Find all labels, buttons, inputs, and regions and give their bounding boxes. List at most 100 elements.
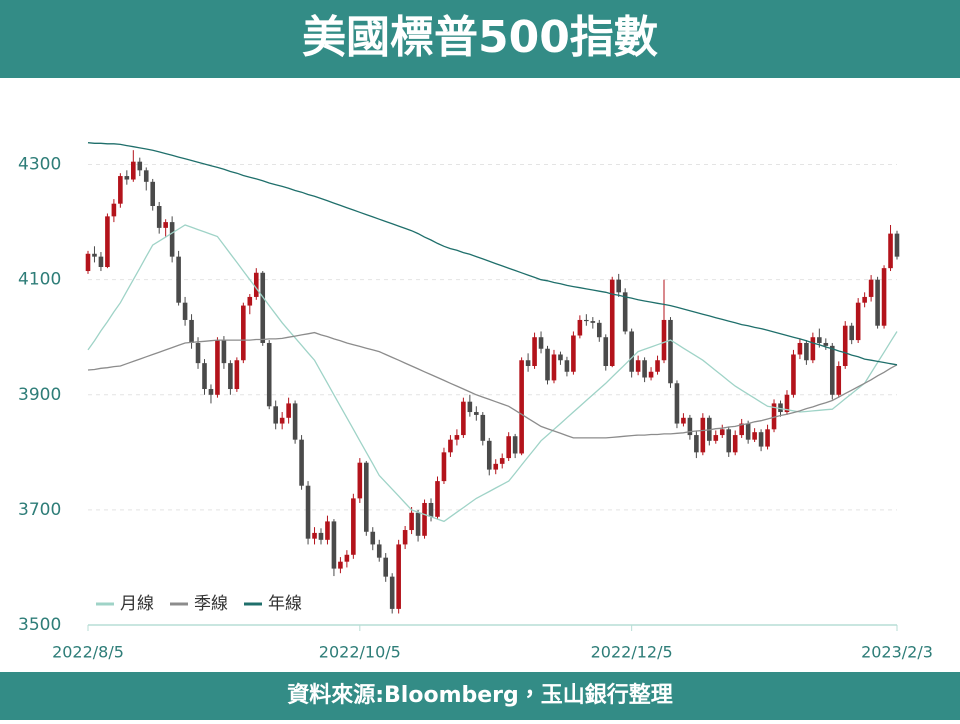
candle-body xyxy=(92,253,97,257)
candle-body xyxy=(351,498,356,555)
candle-body xyxy=(461,401,466,436)
ma-line xyxy=(87,331,898,439)
legend-label: 月線 xyxy=(120,594,154,614)
candle-body xyxy=(266,342,272,407)
candle-body xyxy=(771,403,777,430)
x-tick-label: 2023/2/3 xyxy=(861,643,933,662)
candle-body xyxy=(888,233,893,269)
candle-body xyxy=(202,363,207,390)
candle-body xyxy=(124,176,130,180)
ma-line xyxy=(87,224,898,523)
candle-body xyxy=(584,319,589,322)
candle-body xyxy=(590,321,596,323)
candle-body xyxy=(286,403,291,418)
candle-body xyxy=(428,502,434,517)
candle-body xyxy=(163,222,168,228)
candle-body xyxy=(804,342,809,361)
candle-body xyxy=(525,360,531,366)
candle-body xyxy=(260,272,266,343)
candle-body xyxy=(131,161,136,180)
candle-body xyxy=(571,335,576,372)
candle-body xyxy=(687,417,693,436)
candle-body xyxy=(558,354,563,361)
candle-body xyxy=(208,389,214,395)
candle-body xyxy=(674,383,680,424)
candle-body xyxy=(681,417,686,424)
candle-body xyxy=(648,371,654,378)
candle-body xyxy=(577,319,583,336)
candle-body xyxy=(228,363,233,390)
candle-body xyxy=(765,429,770,447)
candle-body xyxy=(253,272,259,297)
candle-body xyxy=(752,432,757,440)
candle-body xyxy=(474,412,479,415)
candle-body xyxy=(409,512,414,531)
candle-body xyxy=(480,414,486,441)
candle-body xyxy=(363,462,369,532)
candle-body xyxy=(635,360,641,372)
candle-body xyxy=(564,360,570,372)
candle-body xyxy=(629,331,634,372)
candle-body xyxy=(817,337,822,343)
candle-body xyxy=(234,360,240,390)
candle-body xyxy=(519,360,524,454)
x-tick-label: 2022/12/5 xyxy=(591,643,673,662)
candle-body xyxy=(137,161,143,171)
candle-body xyxy=(156,205,162,228)
candle-body xyxy=(402,530,408,545)
candle-body xyxy=(499,458,505,464)
candle-body xyxy=(98,256,104,268)
candle-body xyxy=(829,345,835,395)
candle-body xyxy=(875,279,880,326)
candle-body xyxy=(318,532,324,540)
x-tick-label: 2022/10/5 xyxy=(319,643,401,662)
candle-body xyxy=(862,296,867,303)
candle-body xyxy=(668,319,673,384)
candle-body xyxy=(344,554,350,562)
candle-body xyxy=(791,354,796,395)
y-tick-label: 4100 xyxy=(18,270,61,290)
candle-body xyxy=(758,432,764,447)
candle-body xyxy=(745,423,751,440)
ma-line xyxy=(87,142,898,366)
candle-body xyxy=(383,557,389,577)
y-tick-label: 3900 xyxy=(18,385,61,405)
candle-body xyxy=(726,429,732,453)
candle-body xyxy=(169,222,175,257)
candle-body xyxy=(655,360,660,372)
candle-body xyxy=(512,436,518,454)
candle-body xyxy=(616,279,622,293)
candle-body xyxy=(241,305,246,361)
candle-body xyxy=(118,176,123,204)
y-tick-label: 3500 xyxy=(18,615,61,635)
candle-body xyxy=(881,268,887,326)
chart-title: 美國標普500指數 xyxy=(302,12,658,63)
candle-body xyxy=(299,439,304,486)
candle-body xyxy=(596,322,602,338)
candle-body xyxy=(493,463,499,470)
candle-body xyxy=(396,544,401,609)
candle-body xyxy=(435,481,440,517)
footer-band xyxy=(0,672,960,720)
candle-body xyxy=(247,296,253,306)
candle-body xyxy=(732,435,738,453)
candle-body xyxy=(661,319,667,361)
candle-body xyxy=(176,256,181,303)
candle-body xyxy=(855,302,861,341)
candle-body xyxy=(143,170,149,182)
candle-body xyxy=(279,417,285,424)
candle-body xyxy=(836,366,842,395)
candle-body xyxy=(195,342,201,364)
candle-body xyxy=(331,521,337,569)
candle-body xyxy=(694,435,699,453)
candle-body xyxy=(357,462,363,499)
candle-body xyxy=(338,561,343,569)
candle-body xyxy=(441,452,447,482)
candle-body xyxy=(105,216,110,268)
candle-body xyxy=(849,325,854,341)
candle-body xyxy=(448,439,453,453)
candle-body xyxy=(305,485,311,539)
candle-body xyxy=(467,401,473,413)
candle-body xyxy=(454,435,460,440)
candle-body xyxy=(370,531,376,545)
